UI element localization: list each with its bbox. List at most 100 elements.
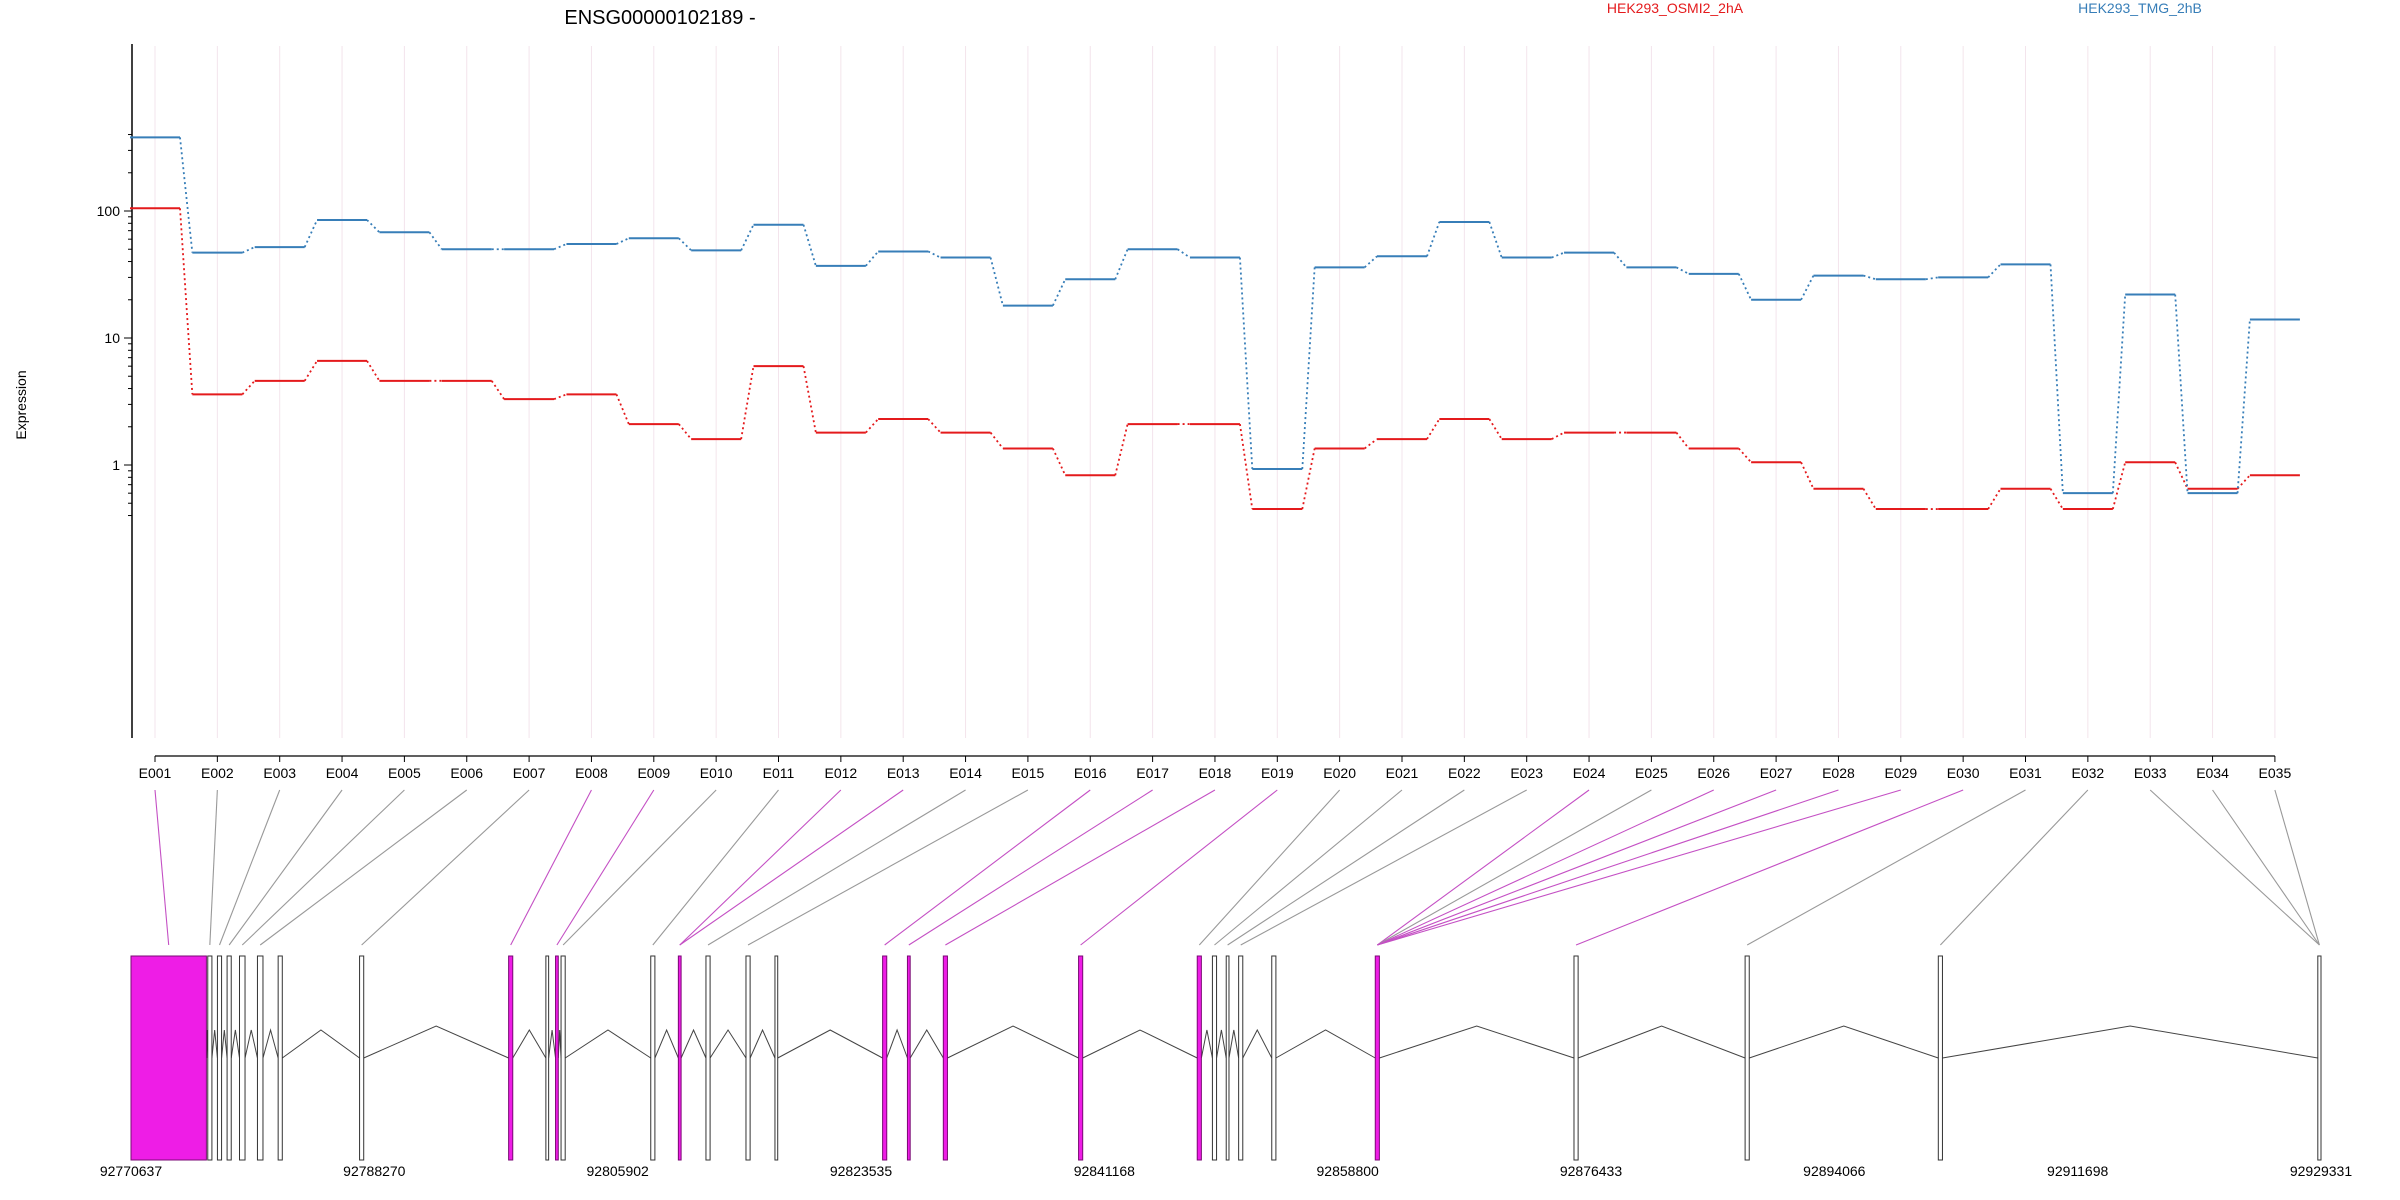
exon-block [705,955,711,1161]
series-transition [1301,448,1316,510]
y-tick-label: 10 [104,330,120,346]
series-transition [740,366,755,440]
x-tick-label: E032 [2071,765,2104,781]
x-tick-label: E018 [1199,765,1232,781]
exon-connector [510,789,592,946]
exon-connector [2149,789,2320,946]
coordinate-label: 92823535 [830,1163,893,1179]
series-transition [1052,448,1067,476]
series-transition [1114,248,1129,280]
x-tick-label: E015 [1012,765,1045,781]
exon-block [226,955,232,1161]
x-tick-label: E024 [1573,765,1606,781]
exon-connector [707,789,966,946]
exon-block [277,955,283,1161]
x-tick-label: E009 [637,765,670,781]
exon-connector [1575,789,1964,946]
series-transition [1800,275,1815,301]
coordinate-label: 92929331 [2290,1163,2353,1179]
exon-block [1744,955,1750,1161]
series-transition [616,237,630,245]
x-tick-label: E016 [1074,765,1107,781]
y-tick-label: 1 [112,457,120,473]
x-tick-label: E011 [763,765,795,781]
x-tick-label: E003 [263,765,296,781]
intron-line [947,1025,1079,1059]
highlighted-exon-block [130,955,207,1161]
x-tick-label: E031 [2009,765,2042,781]
exon-block [359,955,365,1161]
exon-block [745,955,751,1161]
exon-block [239,955,246,1161]
series-transition [1426,221,1441,257]
expression-series [130,136,2300,511]
x-tick-labels: E001 E002 E003 E004 E005 E006 E007 E008 E009 E010… [139,765,2292,781]
intron-line [909,1029,944,1059]
series-transition [1863,274,1877,281]
intron-line [281,1029,360,1059]
exon-block [1211,955,1218,1161]
intron-line [680,1028,707,1059]
highlighted-exon-block [508,955,514,1161]
coordinate-label: 92841168 [1074,1163,1135,1179]
coordinate-label: 92805902 [587,1163,650,1179]
series-transition [927,250,941,259]
exon-connector [556,789,655,946]
series-transition [678,237,692,251]
x-tick-label: E001 [139,765,172,781]
series-b [130,136,2300,495]
series-transition [1177,248,1191,259]
intron-line [262,1028,279,1059]
vertical-gridlines [154,46,2276,738]
series-transition [366,219,381,233]
exon-connector [1080,789,1278,946]
x-tick-label: E025 [1635,765,1668,781]
coordinate-label: 92788270 [343,1163,406,1179]
intron-line [1200,1029,1213,1059]
x-tick-label: E013 [887,765,920,781]
intron-line [1228,1029,1240,1059]
x-tick-label: E020 [1323,765,1356,781]
x-tick-label: E004 [326,765,359,781]
intron-line [1577,1025,1746,1059]
series-transition [2049,488,2064,510]
x-tick-label: E033 [2134,765,2167,781]
coordinate-label: 92876433 [1560,1163,1623,1179]
x-tick-label: E026 [1697,765,1730,781]
exon-connector [1227,789,1465,946]
exon-connector [1939,789,2089,946]
x-tick-label: E019 [1261,765,1294,781]
coordinate-label: 92911698 [2047,1163,2108,1179]
series-transition [615,394,630,425]
intron-line [654,1028,679,1059]
exon-connector [747,789,1029,946]
series-transition [2049,264,2064,494]
exon-connector [1240,789,1527,946]
intron-line [1216,1029,1227,1059]
series-transition [1925,276,1939,281]
x-tick-label: E008 [575,765,608,781]
series-transition [2236,319,2251,494]
x-tick-label: E007 [513,765,546,781]
exon-connector [1746,789,2026,946]
series-transition [179,137,194,253]
x-tick-label: E005 [388,765,421,781]
exon-connector [209,789,218,946]
series-transition [927,418,942,434]
series-transition [1737,273,1752,301]
exon-connector [1377,789,1839,946]
exon-connector [2212,789,2320,946]
coordinate-label: 92894066 [1803,1163,1866,1179]
legend-label-series-b: HEK293_TMG_2hB [2078,0,2202,16]
x-tick-label: E014 [949,765,982,781]
exon-block [545,955,550,1161]
intron-line [749,1028,776,1059]
intron-line [548,1029,557,1059]
coordinate-label: 92858800 [1317,1163,1380,1179]
x-tick-label: E022 [1448,765,1481,781]
exon-block [207,955,213,1161]
exon-block [216,955,223,1161]
x-tick-label: E023 [1510,765,1543,781]
series-transition [1114,423,1129,476]
